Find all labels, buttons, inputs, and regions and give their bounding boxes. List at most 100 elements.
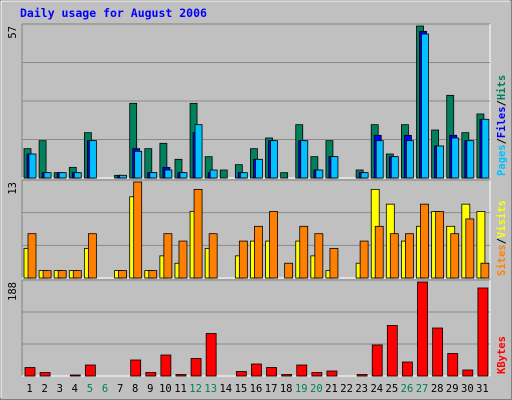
- sites-bar: [57, 270, 67, 279]
- day-label: 16: [250, 383, 263, 395]
- kbytes-bar: [24, 367, 36, 377]
- day-label: 15: [235, 383, 248, 395]
- pages-bar: [436, 145, 445, 179]
- day-label: 22: [340, 383, 353, 395]
- kbytes-bar: [205, 333, 217, 377]
- y-max-label: 13: [7, 182, 19, 195]
- pages-bar: [360, 172, 369, 179]
- sites-bar: [450, 233, 460, 279]
- sites-bar: [299, 225, 309, 279]
- pages-bar: [270, 140, 278, 179]
- day-label: 23: [355, 383, 368, 395]
- sites-bar: [148, 270, 158, 279]
- chart-panel: [21, 179, 491, 279]
- series-axis-label-part: /: [496, 100, 508, 106]
- pages-bar: [330, 156, 339, 179]
- day-label: 9: [147, 383, 153, 395]
- day-label: 1: [26, 383, 32, 395]
- sites-bar: [42, 270, 52, 279]
- y-max-label: 57: [7, 26, 19, 39]
- kbytes-bar: [402, 361, 413, 377]
- pages-bar: [73, 172, 82, 179]
- pages-bar: [43, 172, 52, 179]
- pages-bar: [88, 140, 97, 179]
- day-label: 25: [386, 383, 399, 395]
- series-axis-label: KBytes: [496, 336, 508, 374]
- sites-bar: [193, 188, 203, 279]
- day-label: 20: [310, 383, 323, 395]
- sites-bar: [435, 211, 445, 279]
- chart-panels: 57Pages/Files/Hits13Sites/Visits188KByte…: [7, 23, 508, 377]
- kbytes-bar: [281, 374, 293, 377]
- pages-bar: [164, 169, 173, 179]
- day-label: 10: [159, 383, 172, 395]
- sites-bar: [465, 218, 475, 279]
- pages-bar: [28, 153, 37, 179]
- day-label: 4: [72, 383, 78, 395]
- kbytes-bar: [326, 370, 338, 377]
- kbytes-bar: [266, 367, 277, 377]
- pages-bar: [375, 140, 384, 179]
- series-axis-label-part: Visits: [496, 200, 508, 238]
- sites-bar: [359, 240, 369, 279]
- kbytes-bar: [417, 281, 428, 377]
- day-label: 19: [295, 383, 308, 395]
- day-label: 31: [476, 383, 489, 395]
- chart-title: Daily usage for August 2006: [20, 6, 207, 20]
- pages-bar: [134, 150, 143, 179]
- pages-bar: [119, 174, 127, 179]
- day-label: 24: [370, 383, 383, 395]
- day-label: 13: [204, 383, 217, 395]
- series-axis-label-part: /: [496, 238, 508, 244]
- pages-bar: [179, 172, 188, 179]
- sites-bar: [405, 233, 414, 279]
- sites-bar: [314, 233, 324, 279]
- hits-bar: [280, 172, 289, 179]
- day-label: 5: [87, 383, 93, 395]
- series-axis-label-part: Pages: [496, 144, 508, 176]
- pages-bar: [149, 172, 158, 179]
- pages-bar: [209, 169, 218, 179]
- kbytes-bar: [477, 287, 489, 377]
- kbytes-bar: [296, 364, 308, 377]
- kbytes-bar: [39, 372, 51, 377]
- kbytes-bar: [160, 354, 172, 377]
- sites-bar: [133, 181, 143, 279]
- sites-bar: [178, 240, 188, 279]
- pages-bar: [390, 156, 399, 179]
- chart-panel: [21, 279, 491, 377]
- chart-panel: [21, 23, 491, 179]
- kbytes-bar: [311, 372, 323, 377]
- hits-bar: [219, 169, 228, 179]
- day-label: 26: [401, 383, 414, 395]
- sites-bar: [254, 225, 263, 279]
- sites-bar: [87, 233, 97, 279]
- pages-bar: [194, 124, 203, 179]
- day-label: 27: [416, 383, 429, 395]
- day-label: 11: [174, 383, 187, 395]
- sites-bar: [208, 233, 218, 279]
- kbytes-bar: [386, 325, 398, 377]
- pages-bar: [421, 33, 429, 179]
- sites-bar: [72, 270, 82, 279]
- y-max-label: 188: [7, 282, 19, 301]
- kbytes-bar: [190, 358, 202, 377]
- kbytes-bar: [69, 374, 81, 377]
- series-axis-label-part: Hits: [496, 75, 508, 100]
- kbytes-bar: [432, 327, 444, 377]
- plot-area: [22, 280, 490, 376]
- series-axis-label-part: Files: [496, 106, 508, 138]
- sites-bar: [480, 262, 490, 279]
- pages-bar: [451, 137, 460, 179]
- day-label: 2: [41, 383, 47, 395]
- series-axis-label-part: KBytes: [496, 336, 508, 374]
- pages-bar: [315, 169, 324, 179]
- series-axis-label-part: Sites: [496, 244, 508, 276]
- day-label: 7: [117, 383, 123, 395]
- kbytes-bar: [447, 353, 459, 377]
- day-label: 6: [102, 383, 108, 395]
- kbytes-bar: [84, 364, 96, 377]
- day-label: 30: [461, 383, 474, 395]
- day-label: 17: [265, 383, 278, 395]
